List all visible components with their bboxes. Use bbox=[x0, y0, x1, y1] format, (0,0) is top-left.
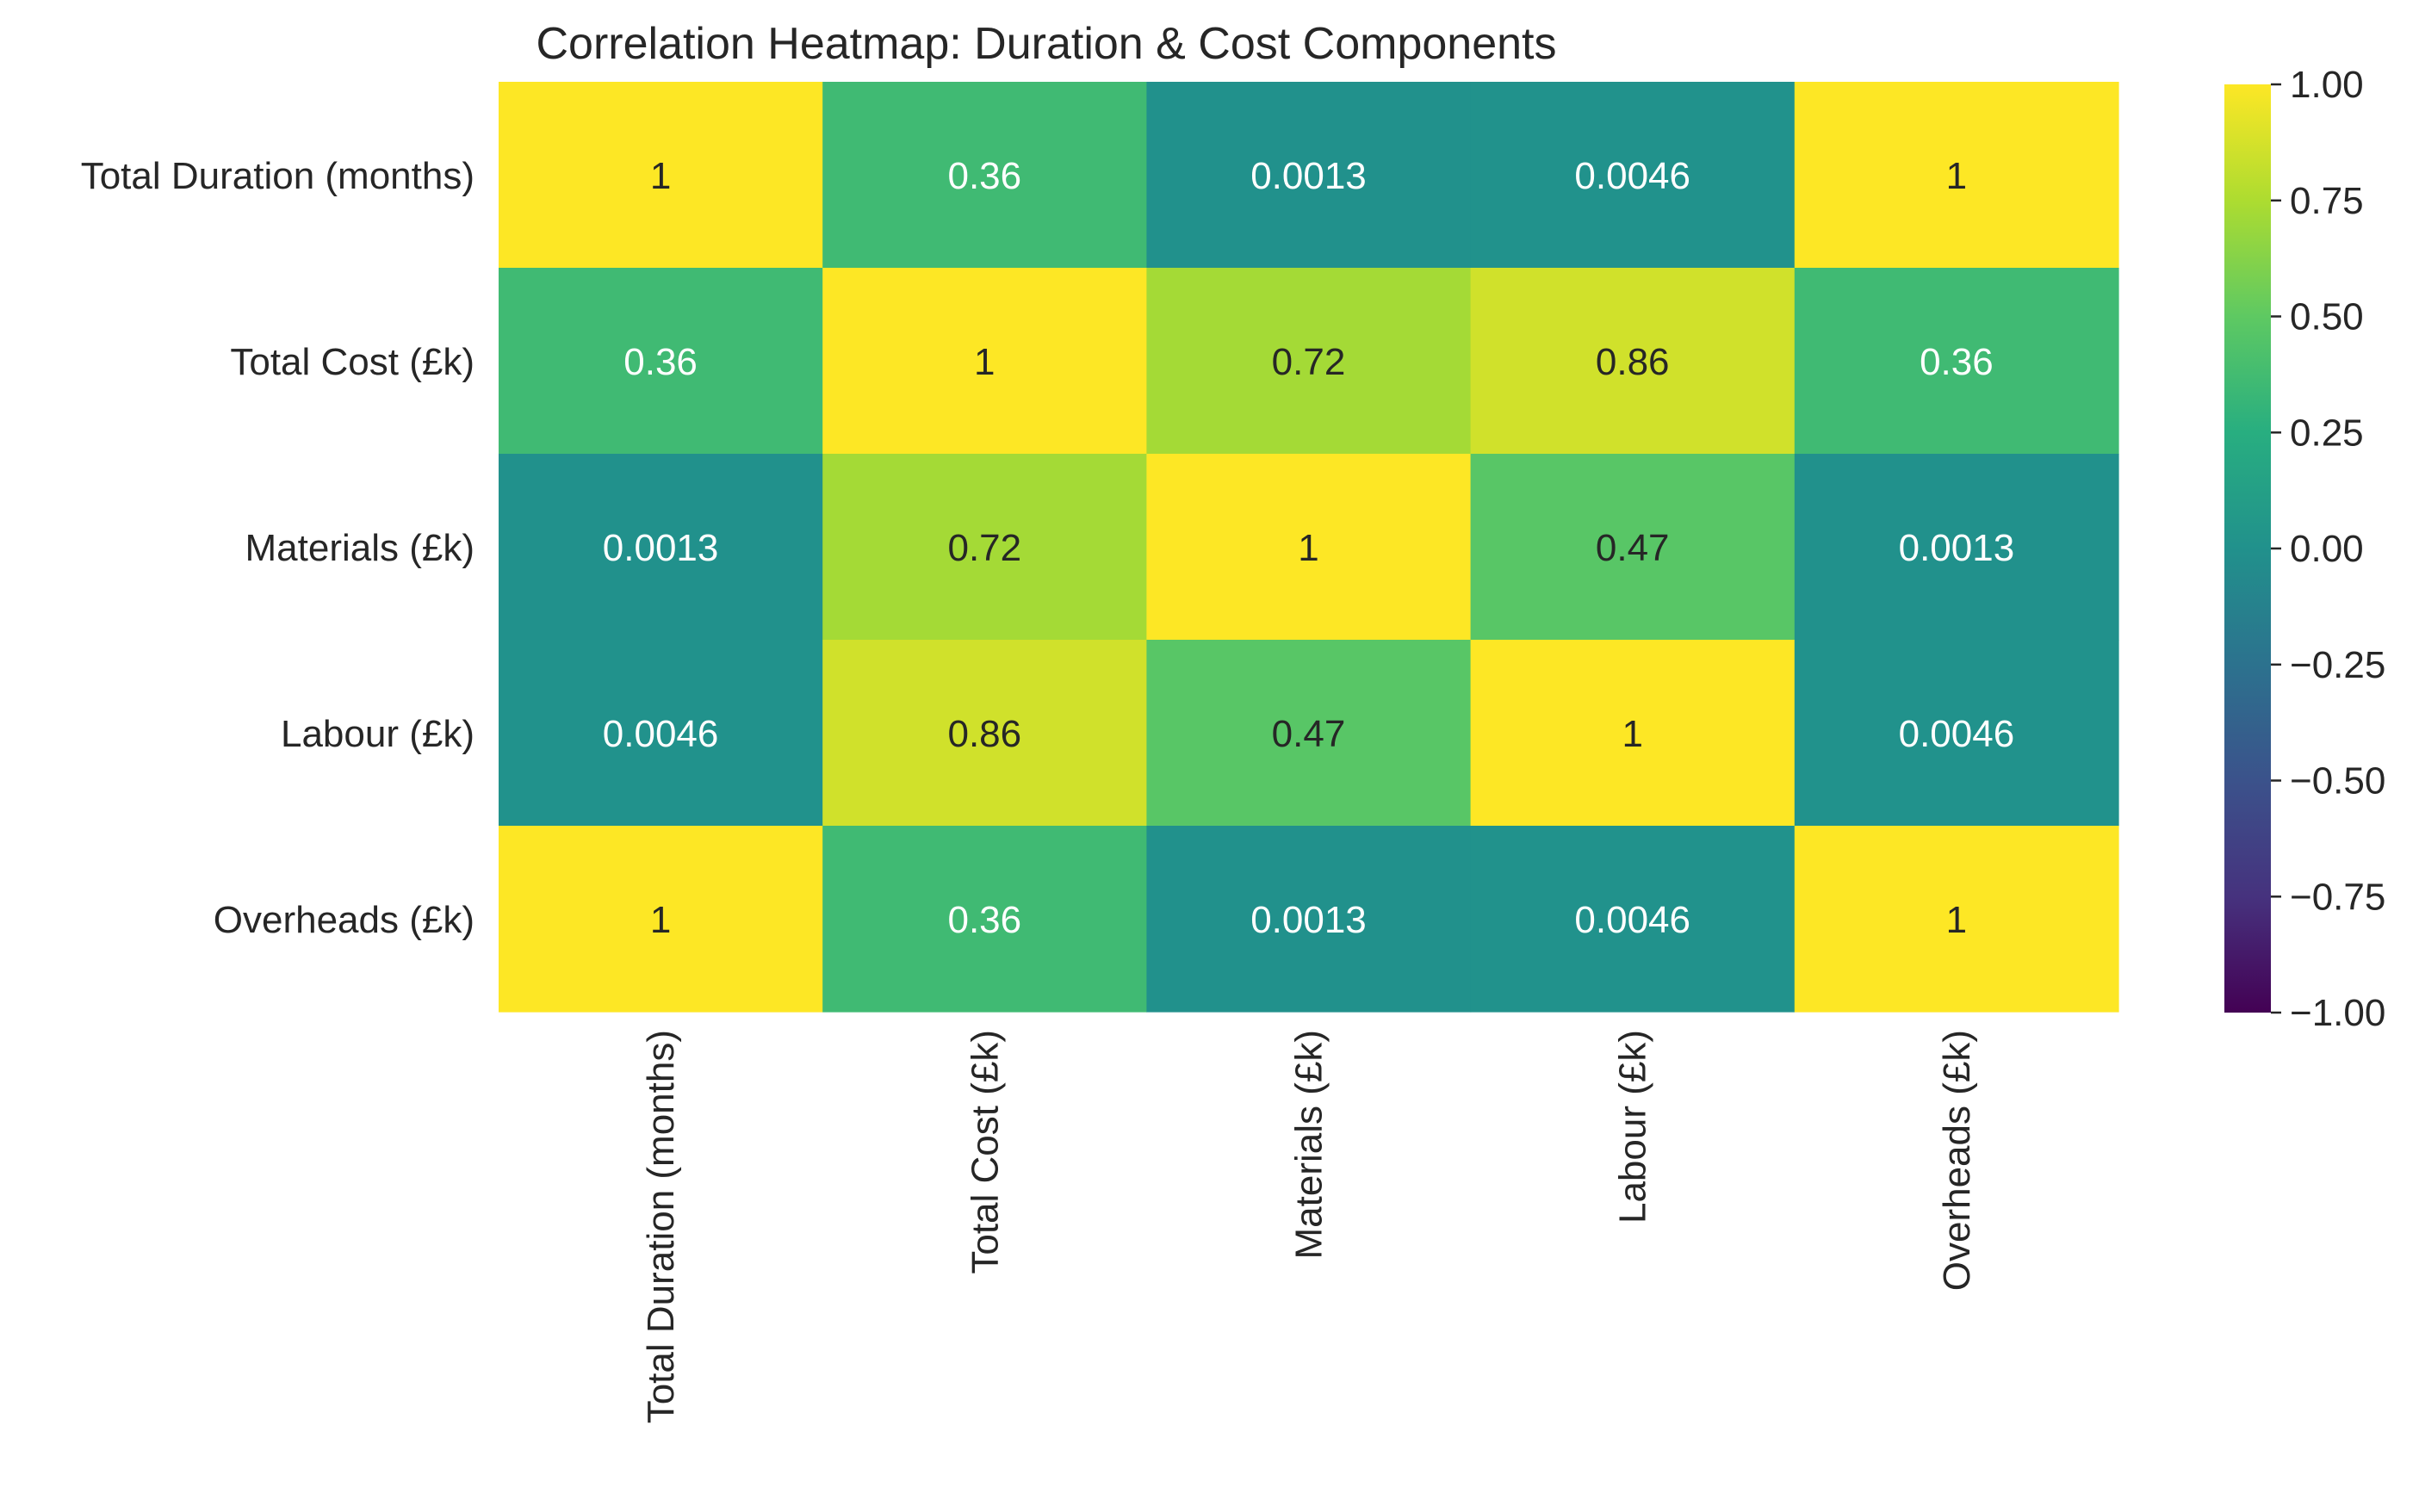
heatmap-cell-label: 1 bbox=[1946, 155, 1967, 197]
heatmap-cell-label: 0.36 bbox=[623, 341, 698, 383]
heatmap-cell-label: 0.0013 bbox=[1250, 155, 1367, 197]
heatmap-cell-label: 0.0046 bbox=[603, 713, 719, 755]
colorbar-tick-label: 1.00 bbox=[2290, 64, 2364, 106]
heatmap-cell-label: 0.86 bbox=[1596, 341, 1670, 383]
heatmap-cell-label: 0.0013 bbox=[1250, 899, 1367, 941]
colorbar-tick-label: 0.00 bbox=[2290, 528, 2364, 570]
heatmap-cell-label: 1 bbox=[1298, 527, 1318, 569]
heatmap-cell-labels: 1 0.36 0.0013 0.0046 1 0.36 1 0.72 0.86 0.36 0.001… bbox=[603, 155, 2014, 941]
heatmap-cell-label: 0.86 bbox=[947, 713, 1021, 755]
colorbar-tick-label: −0.25 bbox=[2290, 644, 2385, 686]
heatmap-cell bbox=[822, 826, 1147, 1013]
colorbar bbox=[2224, 84, 2271, 1013]
heatmap-cell bbox=[1146, 640, 1472, 827]
heatmap-cell bbox=[1794, 82, 2119, 269]
row-axis-label: Total Cost (£k) bbox=[230, 341, 474, 383]
colorbar-tick-label: 0.50 bbox=[2290, 296, 2364, 338]
column-axis-label: Total Cost (£k) bbox=[964, 1030, 1006, 1274]
heatmap-cell-label: 0.0013 bbox=[603, 527, 719, 569]
heatmap-cell-label: 0.47 bbox=[1272, 713, 1346, 755]
heatmap-cell-label: 1 bbox=[650, 155, 671, 197]
heatmap-cell bbox=[822, 268, 1147, 455]
heatmap-cell bbox=[822, 454, 1147, 641]
heatmap-cell bbox=[822, 82, 1147, 269]
heatmap-cell-label: 0.0046 bbox=[1574, 155, 1690, 197]
colorbar-tick-label: −0.75 bbox=[2290, 876, 2385, 918]
row-axis-label: Labour (£k) bbox=[281, 713, 474, 755]
colorbar-gradient bbox=[2224, 84, 2271, 1013]
heatmap-cell-label: 1 bbox=[974, 341, 995, 383]
column-axis-label: Total Duration (months) bbox=[640, 1030, 682, 1423]
heatmap-cell-label: 0.47 bbox=[1596, 527, 1670, 569]
row-axis-label: Total Duration (months) bbox=[81, 155, 474, 197]
heatmap-cell bbox=[499, 640, 823, 827]
heatmap-cell bbox=[1470, 268, 1796, 455]
column-axis-label: Materials (£k) bbox=[1288, 1030, 1330, 1260]
heatmap-cell bbox=[1794, 640, 2119, 827]
row-axis-label: Materials (£k) bbox=[245, 527, 475, 569]
row-axis-label: Overheads (£k) bbox=[214, 899, 474, 941]
heatmap-cell bbox=[1470, 826, 1796, 1013]
heatmap-cell-label: 0.0013 bbox=[1899, 527, 2015, 569]
heatmap-cells bbox=[499, 82, 2119, 1013]
heatmap-cell bbox=[1794, 826, 2119, 1013]
heatmap-cell bbox=[1794, 268, 2119, 455]
heatmap-cell bbox=[499, 268, 823, 455]
heatmap-cell bbox=[822, 640, 1147, 827]
heatmap-cell bbox=[499, 454, 823, 641]
heatmap-cell-label: 0.36 bbox=[947, 155, 1021, 197]
heatmap-cell-label: 1 bbox=[650, 899, 671, 941]
heatmap-cell-label: 0.36 bbox=[1920, 341, 1994, 383]
heatmap-cell-label: 0.72 bbox=[1272, 341, 1346, 383]
column-axis-label: Overheads (£k) bbox=[1936, 1030, 1978, 1291]
heatmap-cell-label: 0.72 bbox=[947, 527, 1021, 569]
colorbar-ticks: 1.00 0.75 0.50 0.25 0.00 −0.25 −0.50 −0.75 −1.00 bbox=[2271, 64, 2385, 1034]
column-axis-labels: Total Duration (months) Total Cost (£k) Ma… bbox=[640, 1030, 1978, 1423]
row-axis-labels: Total Duration (months) Total Cost (£k) Ma… bbox=[81, 155, 474, 941]
heatmap-cell bbox=[1470, 454, 1796, 641]
colorbar-tick-label: −1.00 bbox=[2290, 992, 2385, 1034]
heatmap-cell-label: 0.0046 bbox=[1574, 899, 1690, 941]
heatmap-cell bbox=[1146, 454, 1472, 641]
heatmap-cell bbox=[1146, 826, 1472, 1013]
heatmap-cell-label: 0.36 bbox=[947, 899, 1021, 941]
heatmap-cell bbox=[499, 826, 823, 1013]
colorbar-tick-label: −0.50 bbox=[2290, 760, 2385, 802]
colorbar-tick-label: 0.25 bbox=[2290, 412, 2364, 454]
heatmap-cell-label: 1 bbox=[1946, 899, 1967, 941]
heatmap-cell-label: 1 bbox=[1622, 713, 1642, 755]
colorbar-tick-label: 0.75 bbox=[2290, 180, 2364, 222]
chart-title: Correlation Heatmap: Duration & Cost Com… bbox=[536, 19, 1556, 69]
heatmap-cell bbox=[1470, 640, 1796, 827]
heatmap-cell-label: 0.0046 bbox=[1899, 713, 2015, 755]
heatmap-cell bbox=[499, 82, 823, 269]
heatmap-cell bbox=[1146, 268, 1472, 455]
column-axis-label: Labour (£k) bbox=[1612, 1030, 1654, 1224]
heatmap-cell bbox=[1146, 82, 1472, 269]
heatmap-cell bbox=[1470, 82, 1796, 269]
heatmap-cell bbox=[1794, 454, 2119, 641]
